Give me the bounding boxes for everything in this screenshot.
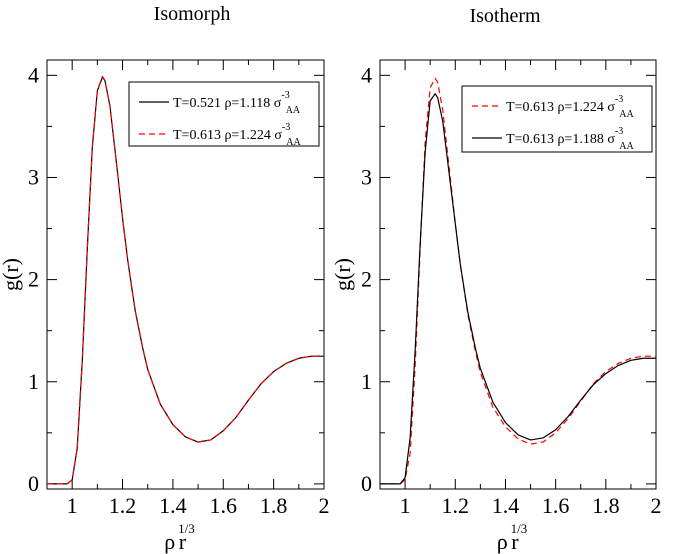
x-tick-label: 1.4 [492,493,520,518]
series-line-1 [380,77,656,485]
y-tick-label: 1 [28,369,39,394]
y-tick-label: 3 [361,164,372,189]
y-tick-label: 4 [28,62,39,87]
y-tick-label: 0 [361,471,372,496]
y-tick-label: 2 [361,267,372,292]
legend: T=0.521 ρ=1.118 σ-3 AA T=0.613 ρ=1.224 σ-3… [128,81,320,148]
x-tick-label: 2 [319,493,330,518]
series-line-2 [380,93,656,485]
panel-isotherm: Isotherm 1 1.2 1.4 1.6 1.8 2 0 1 2 3 4 ρ1/3 r g(r) T=0.… [330,5,662,554]
x-axis-label: ρ1/3 r [164,521,195,554]
legend-label: T=0.613 ρ=1.188 σ-3 AA [506,126,634,152]
x-tick-label: 1.6 [542,493,570,518]
x-tick-label: 2 [651,493,662,518]
y-axis-label: g(r) [0,258,23,291]
legend-box [461,85,653,153]
x-axis-label: ρ1/3 r [497,521,528,554]
x-tick-label: 1.6 [210,493,238,518]
legend: T=0.613 ρ=1.224 σ-3 AA T=0.613 ρ=1.188 σ-3… [461,85,653,153]
plot-frame [379,59,657,490]
y-tick-label: 2 [28,267,39,292]
chart-title: Isotherm [469,5,541,27]
x-tick-label: 1.2 [442,493,470,518]
y-axis-label: g(r) [330,258,355,291]
y-tick-label: 4 [361,62,372,87]
chart-title: Isomorph [154,3,231,25]
x-tick-label: 1.4 [159,493,187,518]
panel-isomorph: Isomorph 1 1.2 1.4 1.6 1.8 2 0 1 2 3 4 ρ1/3 r g(r) T=0.… [0,3,330,554]
x-tick-label: 1.2 [109,493,137,518]
x-tick-label: 1 [67,493,78,518]
x-tick-label: 1.8 [260,493,288,518]
x-tick-label: 1 [400,493,411,518]
legend-label: T=0.613 ρ=1.224 σ-3 AA [173,122,301,148]
y-tick-label: 1 [361,369,372,394]
series-line-2 [47,75,324,485]
legend-label: T=0.521 ρ=1.118 σ-3 AA [173,90,301,116]
legend-box [128,81,320,147]
y-tick-label: 0 [28,471,39,496]
legend-label: T=0.613 ρ=1.224 σ-3 AA [506,94,634,120]
x-tick-label: 1.8 [592,493,620,518]
y-tick-label: 3 [28,164,39,189]
plot-frame [46,59,325,490]
